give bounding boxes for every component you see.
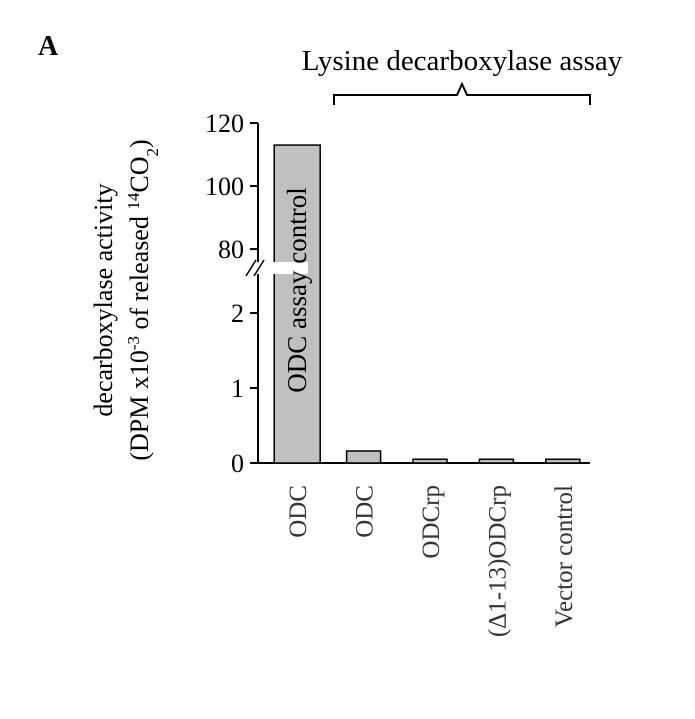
y-tick-label: 120 — [205, 109, 244, 138]
bar-annotation: ODC assay control — [282, 187, 312, 392]
axis-break-mark — [245, 259, 257, 277]
bar — [273, 144, 321, 464]
y-tick-label: 1 — [231, 374, 244, 403]
y-axis-label-part: of released — [125, 210, 154, 336]
y-axis-label-part: CO — [125, 157, 154, 193]
x-tick-label: ODC — [285, 485, 312, 538]
y-axis-label-part: 2 — [143, 148, 162, 157]
y-tick-label: 0 — [231, 449, 244, 478]
bar — [478, 458, 515, 464]
bar — [545, 458, 581, 464]
y-tick-label: 80 — [218, 235, 244, 264]
y-axis-label: decarboxylase activity — [89, 183, 118, 416]
y-tick-label: 100 — [205, 172, 244, 201]
bar — [412, 458, 448, 464]
y-axis-label-part: ) — [125, 139, 154, 148]
x-tick-label: Vector control — [551, 485, 578, 627]
y-axis-label-part: -3 — [124, 336, 143, 350]
axis-break-mark — [253, 259, 265, 277]
x-tick-label: ODCrp — [418, 485, 445, 559]
y-axis-label-part: 14 — [124, 192, 143, 210]
y-axis-label: (DPM x10-3 of released 14CO2) — [124, 139, 162, 460]
panel-label: A — [38, 31, 59, 62]
y-axis-label-part: (DPM x10 — [125, 350, 154, 461]
chart-title: Lysine decarboxylase assay — [302, 45, 623, 77]
bar — [345, 450, 382, 464]
bracket — [333, 81, 591, 105]
y-axis-label-part: decarboxylase activity — [89, 183, 118, 416]
x-tick-label: (Δ1-13)ODCrp — [484, 485, 511, 637]
y-tick-label: 2 — [231, 299, 244, 328]
x-tick-label: ODC — [352, 485, 379, 538]
